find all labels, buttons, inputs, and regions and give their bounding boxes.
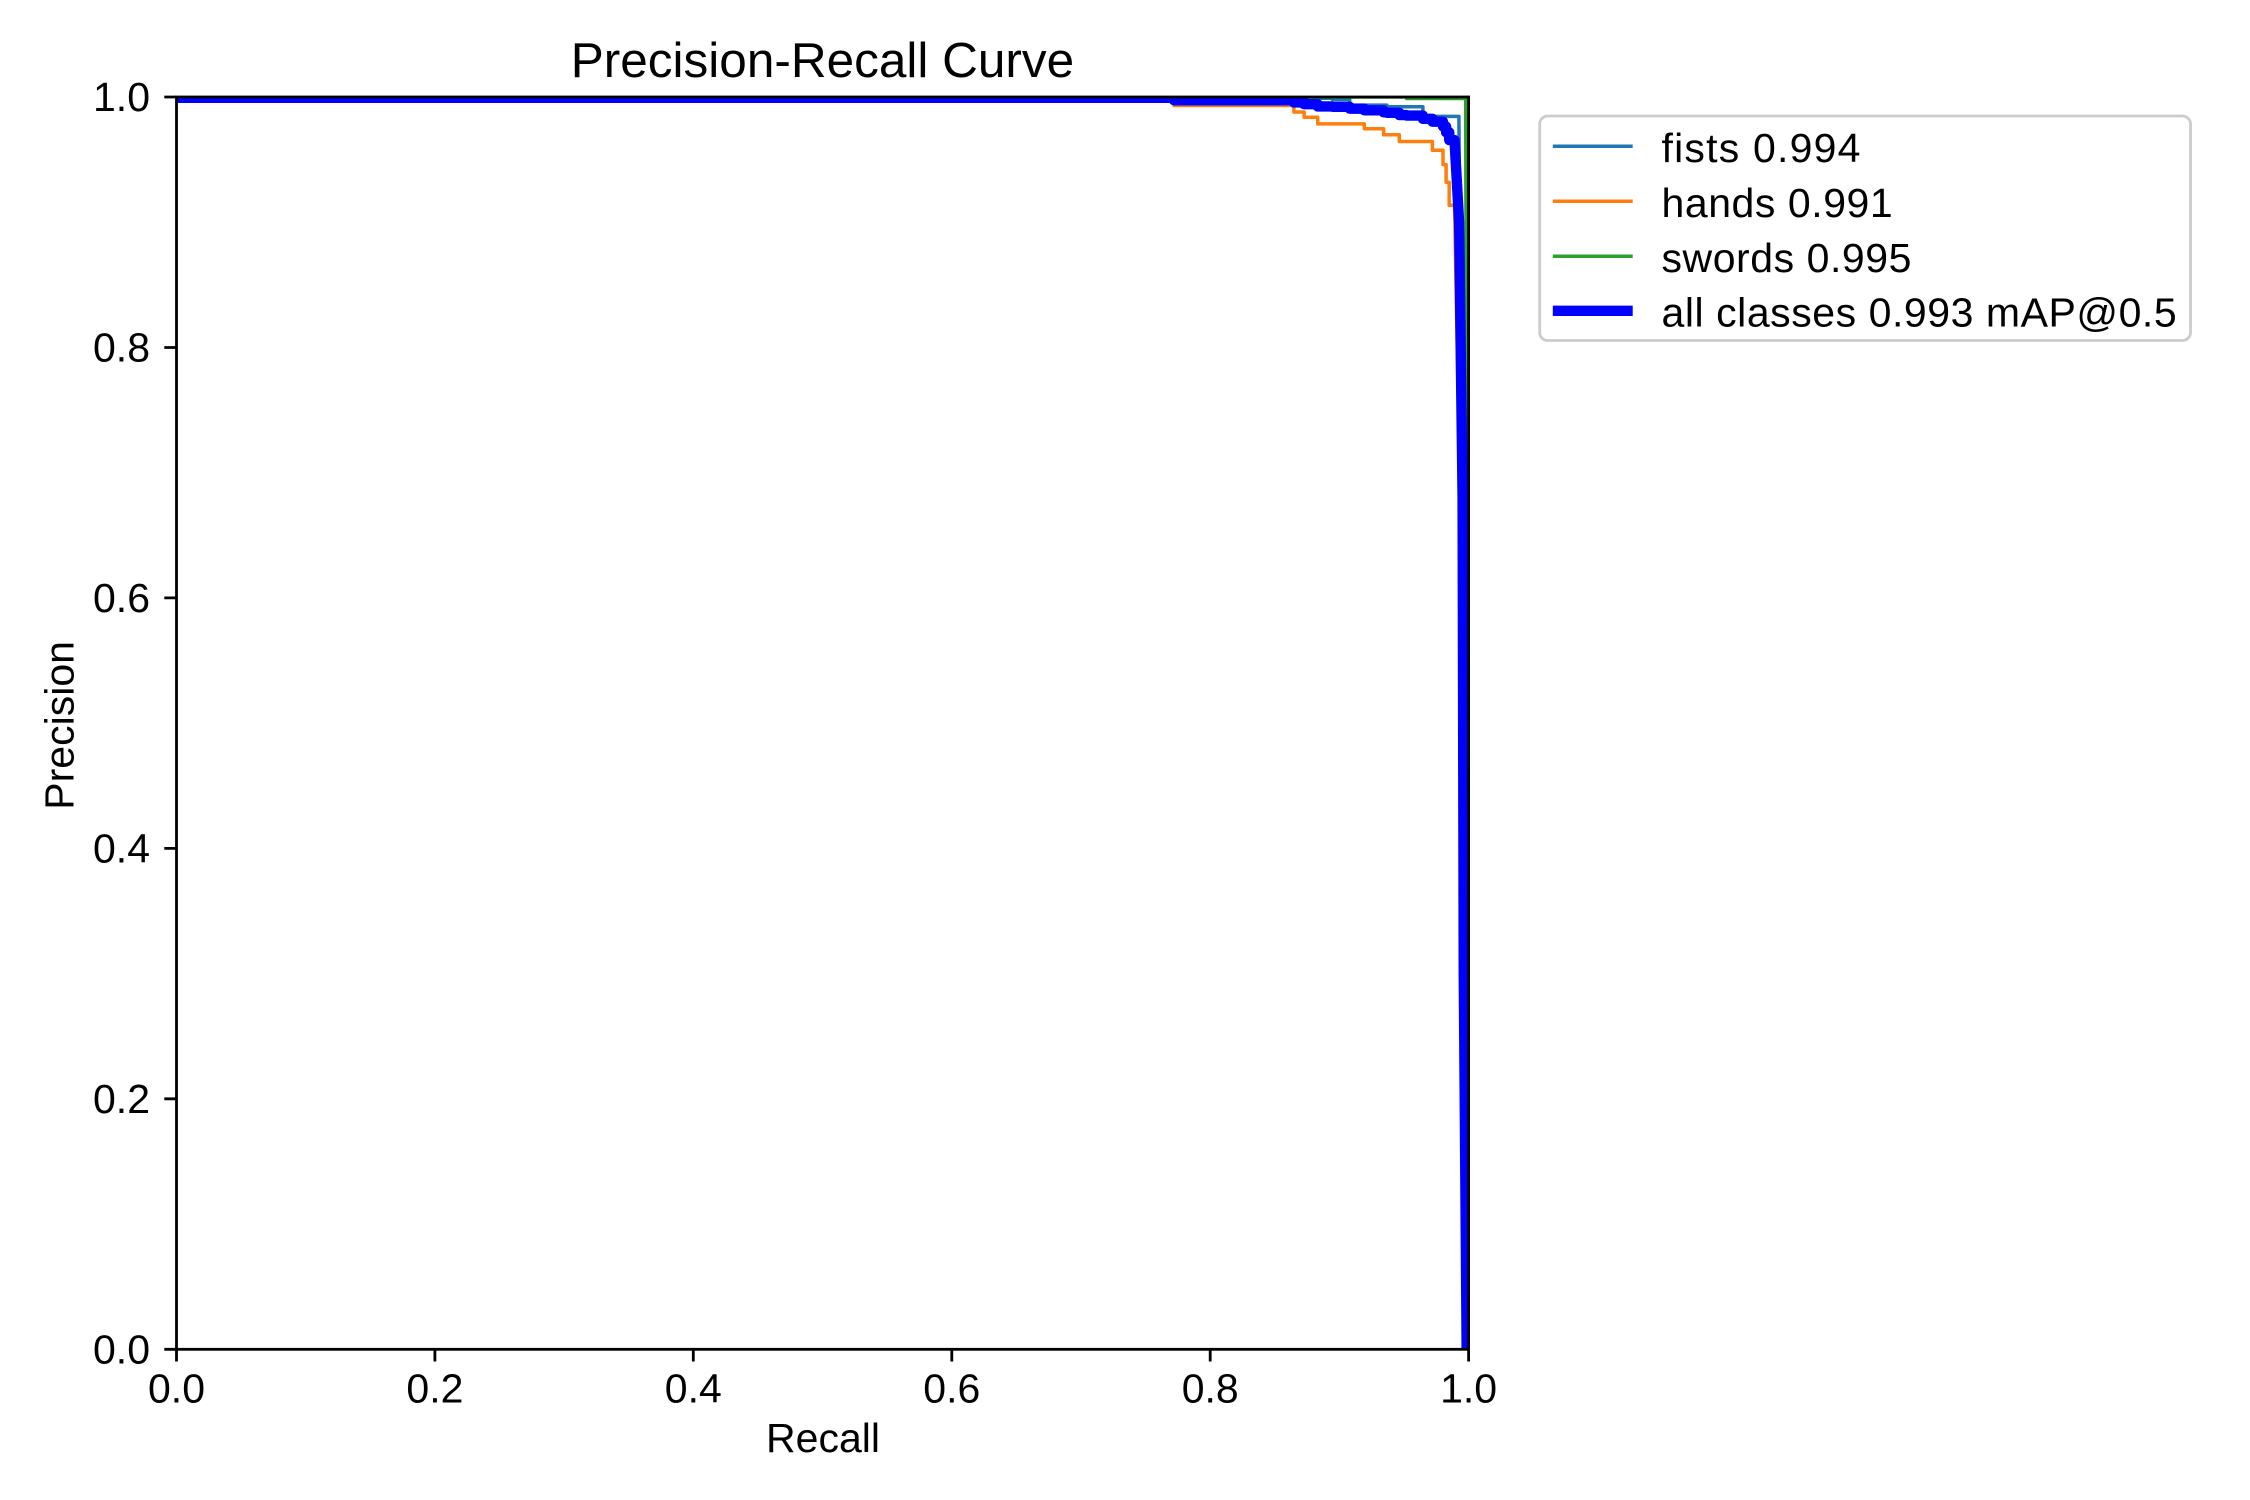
svg-text:0.6: 0.6 bbox=[923, 1366, 980, 1412]
svg-text:all classes 0.993 mAP@0.5: all classes 0.993 mAP@0.5 bbox=[1662, 290, 2178, 336]
svg-text:0.6: 0.6 bbox=[93, 575, 150, 621]
svg-text:0.8: 0.8 bbox=[93, 325, 150, 371]
svg-text:0.8: 0.8 bbox=[1182, 1366, 1239, 1412]
svg-text:0.0: 0.0 bbox=[93, 1326, 150, 1372]
svg-text:fists 0.994: fists 0.994 bbox=[1662, 125, 1862, 171]
svg-text:Precision: Precision bbox=[36, 641, 82, 810]
svg-text:hands 0.991: hands 0.991 bbox=[1662, 180, 1894, 226]
svg-text:swords 0.995: swords 0.995 bbox=[1662, 235, 1912, 281]
svg-text:0.2: 0.2 bbox=[406, 1366, 463, 1412]
svg-text:0.4: 0.4 bbox=[665, 1366, 722, 1412]
svg-text:Recall: Recall bbox=[766, 1415, 880, 1461]
svg-text:Precision-Recall Curve: Precision-Recall Curve bbox=[571, 33, 1074, 88]
svg-text:0.0: 0.0 bbox=[148, 1366, 205, 1412]
svg-text:1.0: 1.0 bbox=[1440, 1366, 1497, 1412]
svg-text:0.4: 0.4 bbox=[93, 826, 150, 872]
svg-text:0.2: 0.2 bbox=[93, 1076, 150, 1122]
svg-text:1.0: 1.0 bbox=[93, 74, 150, 120]
